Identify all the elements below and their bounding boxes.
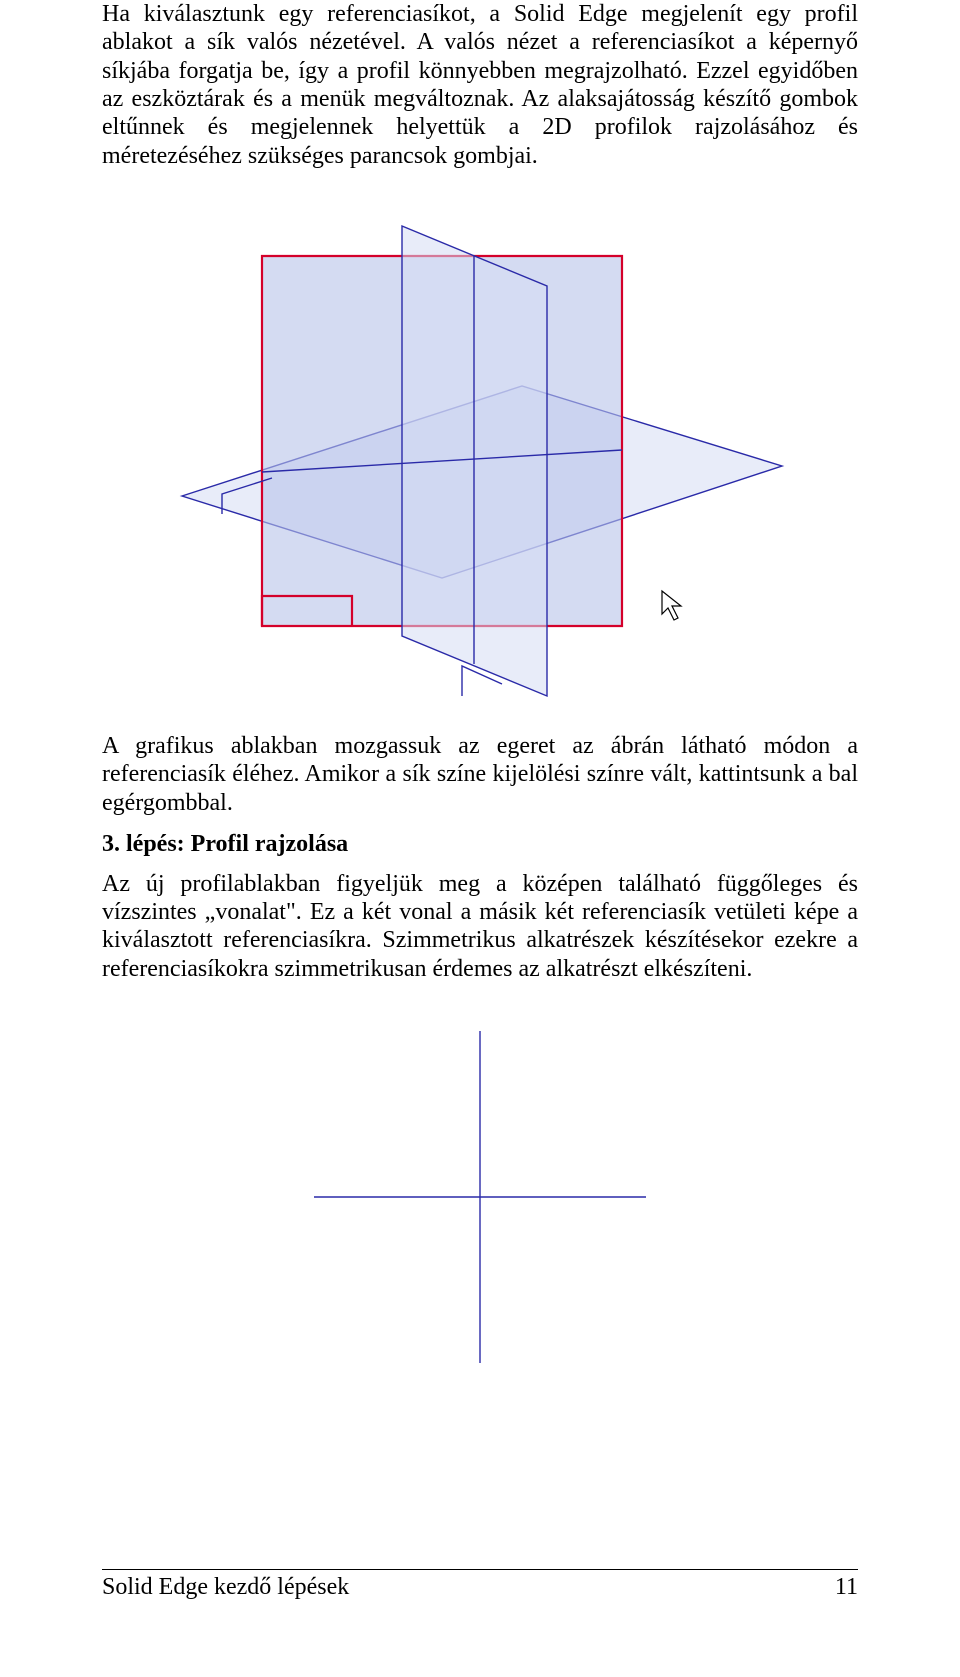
- page: Ha kiválasztunk egy referenciasíkot, a S…: [0, 0, 960, 1677]
- footer-title: Solid Edge kezdő lépések: [102, 1574, 349, 1601]
- paragraph-2: A grafikus ablakban mozgassuk az egeret …: [102, 732, 858, 817]
- heading-step-3: 3. lépés: Profil rajzolása: [102, 831, 858, 858]
- paragraph-3: Az új profilablakban figyeljük meg a köz…: [102, 870, 858, 983]
- footer-rule: [102, 1569, 858, 1570]
- cursor-icon: [662, 591, 681, 620]
- paragraph-1: Ha kiválasztunk egy referenciasíkot, a S…: [102, 0, 858, 170]
- figure-cross-2d: [102, 1001, 858, 1381]
- page-footer: Solid Edge kezdő lépések 11: [102, 1569, 858, 1601]
- figure-reference-planes-3d: [102, 196, 858, 708]
- footer-page-number: 11: [835, 1574, 858, 1601]
